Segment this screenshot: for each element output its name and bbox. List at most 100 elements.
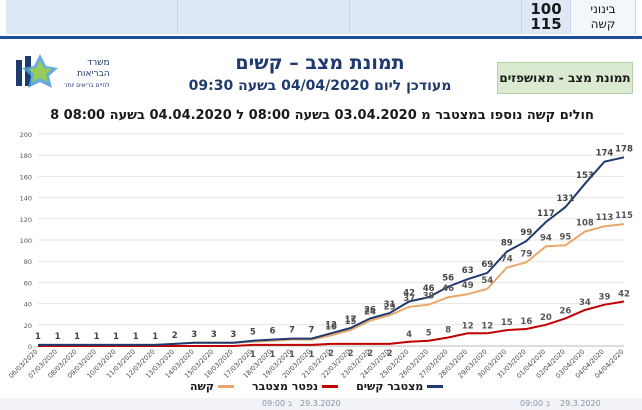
data-label-severe: 94 xyxy=(540,233,552,243)
data-label-cumulative: 117 xyxy=(537,209,555,219)
logo-text-line2: הבריאות xyxy=(77,69,110,79)
data-label-cumulative: 89 xyxy=(501,239,513,249)
logo-text-line1: משרד xyxy=(87,58,110,68)
data-label-deaths: 12 xyxy=(462,321,474,331)
y-tick-label: 140 xyxy=(20,195,32,203)
data-label-cumulative: 17 xyxy=(345,315,357,325)
y-tick-label: 0 xyxy=(28,343,32,351)
bottom-strip-date-left: 29.3.2020 xyxy=(300,399,341,408)
bottom-strip: 09:00 ב 29.3.2020 09:00 ב 29.3.2020 xyxy=(0,398,642,410)
data-label-severe: 115 xyxy=(615,211,633,221)
top-table-blank xyxy=(178,0,350,34)
data-label-cumulative: 46 xyxy=(423,284,435,294)
top-table-blank xyxy=(350,0,522,34)
data-label-deaths: 4 xyxy=(406,330,412,340)
y-tick-label: 200 xyxy=(20,131,32,139)
top-table-labels: בינוני קשה xyxy=(571,0,636,34)
legend-label-cumulative: מצטבר קשים xyxy=(356,380,424,393)
data-label-cumulative: 1 xyxy=(94,332,100,342)
data-label-severe: 29 xyxy=(384,302,396,312)
data-label-severe: 108 xyxy=(576,219,594,229)
data-label-deaths: 1 xyxy=(309,350,315,360)
legend-item-cumulative: מצטבר קשים xyxy=(356,380,444,393)
ministry-logo: משרד הבריאות לחיים בריאים יותר xyxy=(14,52,110,92)
data-label-deaths: 2 xyxy=(367,349,373,359)
logo-text: משרד הבריאות לחיים בריאים יותר xyxy=(64,58,110,91)
top-table-label-severe: קשה xyxy=(590,17,616,31)
legend-item-deaths: נפטר מצטבר xyxy=(252,380,339,393)
data-label-cumulative: 7 xyxy=(309,326,315,336)
divider-line xyxy=(0,36,642,39)
y-tick-label: 180 xyxy=(20,152,32,160)
bottom-strip-date-right: 29.3.2020 xyxy=(560,399,601,408)
page-title: תמונת מצב – קשים xyxy=(235,52,405,74)
data-label-deaths: 34 xyxy=(579,298,591,308)
data-label-deaths: 42 xyxy=(618,289,630,299)
chart-container: 0 20 40 60 80 100 120 140 160 180 200 06/03/2020 07/… xyxy=(8,104,636,410)
legend-item-severe: קשה xyxy=(190,380,234,393)
data-label-cumulative: 12 xyxy=(325,320,337,330)
y-tick-label: 40 xyxy=(24,301,32,309)
y-tick-label: 160 xyxy=(20,173,32,181)
data-label-cumulative: 6 xyxy=(269,327,275,337)
data-label-severe: 49 xyxy=(462,281,474,291)
data-label-cumulative: 5 xyxy=(250,328,256,338)
data-label-cumulative: 3 xyxy=(211,330,217,340)
severe-cases-chart: 02040608010012014016018020006/03/202007/… xyxy=(8,131,633,380)
y-tick-label: 60 xyxy=(24,279,32,287)
data-label-deaths: 2 xyxy=(348,349,354,359)
data-label-deaths: 16 xyxy=(520,317,532,327)
data-label-cumulative: 174 xyxy=(596,149,614,159)
top-strip: בינוני קשה 100 115 xyxy=(0,0,642,39)
data-label-cumulative: 1 xyxy=(113,332,119,342)
data-label-severe: 79 xyxy=(520,249,532,259)
legend-label-severe: קשה xyxy=(190,380,214,393)
chart-legend: מצטבר קשים נפטר מצטבר קשה xyxy=(190,380,444,393)
data-label-cumulative: 131 xyxy=(557,194,575,204)
data-label-deaths: 5 xyxy=(426,329,432,339)
data-label-severe: 37 xyxy=(403,294,415,304)
data-label-cumulative: 1 xyxy=(133,332,139,342)
data-label-cumulative: 3 xyxy=(191,330,197,340)
data-label-cumulative: 7 xyxy=(289,326,295,336)
page-subtitle: מעודכן ליום 04/04/2020 בשעה 09:30 xyxy=(188,78,452,94)
top-table: בינוני קשה 100 115 xyxy=(6,0,636,34)
section-badge: תמונת מצב - מאושפזים xyxy=(497,62,633,94)
data-label-severe: 10 xyxy=(325,322,337,332)
legend-swatch-cumulative xyxy=(427,385,444,388)
data-label-severe: 95 xyxy=(559,232,571,242)
data-label-cumulative: 63 xyxy=(462,266,474,276)
legend-label-deaths: נפטר מצטבר xyxy=(252,380,319,393)
data-label-severe: 15 xyxy=(345,317,357,327)
legend-swatch-deaths xyxy=(322,385,339,388)
top-table-value-medium: 100 xyxy=(530,0,562,18)
ministry-emblem-icon xyxy=(16,54,58,88)
data-label-cumulative: 56 xyxy=(442,274,454,284)
data-label-severe: 39 xyxy=(423,292,435,302)
data-label-deaths: 15 xyxy=(501,318,513,328)
data-label-deaths: 1 xyxy=(269,350,275,360)
data-label-cumulative: 1 xyxy=(152,332,158,342)
data-label-cumulative: 1 xyxy=(74,332,80,342)
data-label-deaths: 8 xyxy=(445,326,451,336)
series-line-deaths xyxy=(38,300,625,347)
data-label-cumulative: 178 xyxy=(615,144,633,154)
data-label-cumulative: 69 xyxy=(481,260,493,270)
data-label-deaths: 2 xyxy=(387,349,393,359)
data-label-severe: 24 xyxy=(364,308,376,318)
data-label-deaths: 20 xyxy=(540,313,552,323)
data-label-severe: 46 xyxy=(442,284,454,294)
data-label-cumulative: 1 xyxy=(55,332,61,342)
data-label-deaths: 2 xyxy=(328,349,334,359)
data-label-cumulative: 153 xyxy=(576,171,594,181)
top-table-value-severe: 115 xyxy=(530,15,562,33)
data-label-cumulative: 31 xyxy=(384,300,396,310)
data-label-cumulative: 26 xyxy=(364,305,376,315)
bottom-strip-time-left: 09:00 ב xyxy=(262,399,293,408)
data-label-severe: 113 xyxy=(596,213,614,223)
data-label-deaths: 26 xyxy=(559,306,571,316)
data-label-deaths: 1 xyxy=(250,350,256,360)
legend-swatch-severe xyxy=(218,385,234,388)
series-line-cumulative xyxy=(38,156,625,346)
chart-title: חולים קשה נוספו במצטבר מ 03.04.2020 בשעה… xyxy=(50,108,594,123)
